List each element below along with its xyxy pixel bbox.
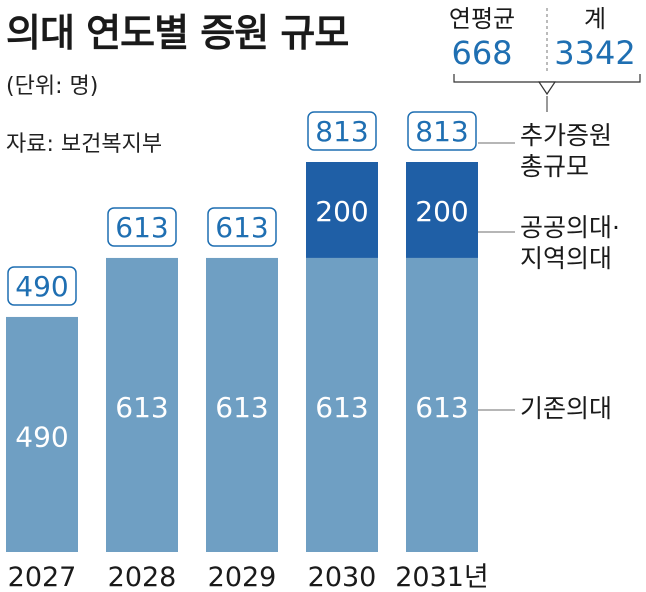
legend-public-line1: 공공의대· (520, 213, 620, 242)
bar-public-label-3: 200 (315, 195, 368, 228)
unit-label: (단위: 명) (6, 74, 99, 99)
total-summary: 계 3342 (548, 4, 642, 72)
x-tick-label-0: 2027 (8, 562, 77, 592)
x-tick-label-2: 2029 (208, 562, 277, 592)
total-box-2 (207, 207, 277, 247)
bar-existing-label-1: 613 (115, 391, 168, 424)
total-label-0: 490 (15, 270, 68, 303)
bar-public-3 (306, 162, 378, 258)
bar-existing-3 (306, 257, 378, 552)
total-box-4 (407, 111, 477, 151)
summary-bracket (453, 74, 641, 83)
bar-existing-label-3: 613 (315, 391, 368, 424)
summary-pointer (537, 81, 557, 96)
x-tick-label-3: 2030 (308, 562, 377, 592)
bar-existing-2 (206, 257, 278, 552)
page-title: 의대 연도별 증원 규모 (6, 11, 349, 55)
legend-total-line1: 추가증원 (520, 121, 613, 150)
bar-existing-label-0: 490 (15, 420, 68, 453)
total-box-3 (307, 111, 377, 151)
total-box-1 (107, 207, 177, 247)
annual-average-label: 연평균 (448, 5, 516, 33)
x-tick-label-1: 2028 (108, 562, 177, 592)
legend-public-line2: 지역의대 (520, 244, 613, 273)
legend-total-line2: 총규모 (520, 152, 590, 181)
total-label-2: 613 (215, 211, 268, 244)
total-summary-value: 3342 (554, 34, 636, 72)
annual-average-value: 668 (451, 34, 513, 72)
total-label-4: 813 (415, 115, 468, 148)
annual-average: 연평균 668 (428, 4, 536, 72)
total-label-3: 813 (315, 115, 368, 148)
total-summary-label: 계 (583, 5, 607, 33)
legend-existing: 기존의대 (520, 393, 612, 424)
bar-existing-1 (106, 257, 178, 552)
bar-existing-0 (6, 316, 78, 552)
bar-public-4 (406, 162, 478, 258)
bar-existing-4 (406, 257, 478, 552)
total-box-0 (7, 266, 77, 306)
bar-public-label-4: 200 (415, 195, 468, 228)
x-tick-label-4: 2031년 (395, 562, 489, 592)
legend-total: 추가증원 총규모 (520, 120, 612, 182)
total-label-1: 613 (115, 211, 168, 244)
legend-public: 공공의대· 지역의대 (520, 212, 620, 274)
bar-existing-label-2: 613 (215, 391, 268, 424)
bar-existing-label-4: 613 (415, 391, 468, 424)
source-label: 자료: 보건복지부 (6, 132, 163, 157)
legend-existing-line1: 기존의대 (520, 394, 613, 423)
